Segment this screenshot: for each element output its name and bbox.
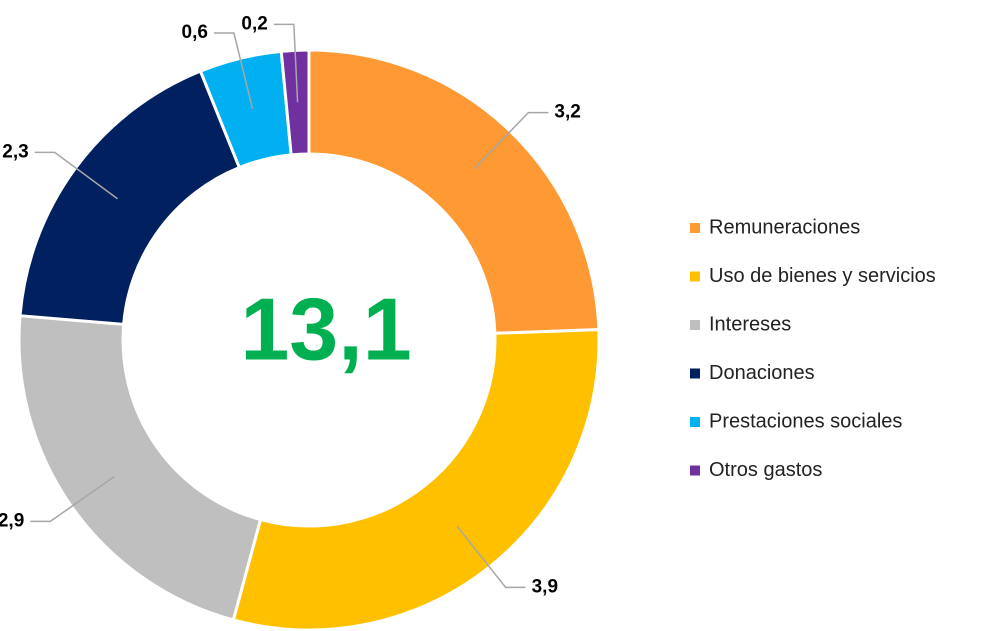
legend-swatch [690,368,700,379]
legend-swatch [690,271,700,282]
data-label: 0,6 [182,22,208,43]
donut-slice [231,328,601,631]
leader-line [273,23,299,103]
donut-slice [17,314,263,622]
donut-slice [279,48,311,157]
legend-label: Uso de bienes y servicios [709,265,936,287]
leader-line [456,525,526,589]
data-label: 2,3 [2,141,28,162]
leader-line [473,111,549,170]
data-label: 3,2 [554,102,580,123]
legend-label: Remuneraciones [709,216,860,238]
donut-slice [307,48,601,335]
data-label: 0,2 [241,13,267,34]
data-label: 3,9 [532,576,558,597]
legend-swatch [690,320,700,330]
legend-label: Intereses [709,313,791,335]
center-total: 13,1 [240,279,411,378]
donut-slice [18,69,242,327]
legend-swatch [690,465,700,476]
leader-line [30,476,115,523]
legend-swatch [690,417,700,427]
leader-line [34,151,118,200]
legend-label: Prestaciones sociales [709,410,902,432]
leader-line [213,32,254,109]
legend-swatch [690,223,700,233]
legend-label: Donaciones [709,362,815,384]
legend-label: Otros gastos [709,459,822,481]
data-label: 2,9 [0,510,24,531]
